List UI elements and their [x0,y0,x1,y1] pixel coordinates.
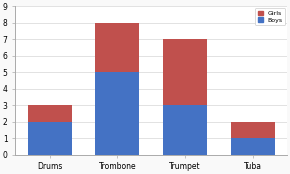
Bar [231,138,275,155]
Bar [28,122,72,155]
Bar [163,105,207,155]
Bar [231,122,275,138]
Bar [163,39,207,105]
Legend: Girls, Boys: Girls, Boys [255,8,285,25]
Bar [95,72,139,155]
Bar [95,23,139,72]
Bar [28,105,72,122]
